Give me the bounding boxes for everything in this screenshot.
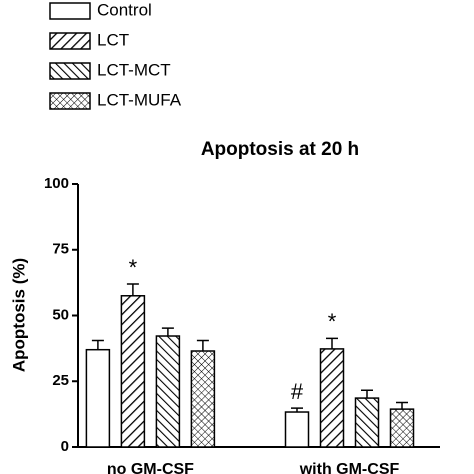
y-tick-label: 75: [52, 241, 69, 258]
bar: [389, 408, 415, 448]
annotation: #: [291, 379, 304, 404]
legend-swatch: [49, 92, 91, 110]
bar: [120, 295, 146, 448]
y-tick-label: 100: [44, 175, 69, 192]
error-bar: [126, 283, 139, 296]
y-axis-label: Apoptosis (%): [9, 258, 28, 372]
y-tick-label: 50: [52, 306, 69, 323]
error-bar: [326, 337, 338, 349]
x-tick-label: with GM-CSF: [299, 461, 400, 474]
y-tick-label: 0: [61, 438, 69, 455]
error-bar: [161, 327, 174, 337]
chart-title: Apoptosis at 20 h: [201, 139, 359, 160]
y-tick-label: 25: [52, 372, 69, 389]
error-bar: [291, 407, 303, 413]
bar: [190, 350, 216, 448]
legend-label: LCT: [97, 30, 129, 49]
bar: [85, 348, 111, 448]
legend-swatch: [49, 2, 91, 20]
x-tick-label: no GM-CSF: [107, 461, 194, 474]
bar: [319, 348, 345, 448]
legend-label: LCT-MUFA: [97, 90, 182, 109]
error-bar: [91, 339, 104, 350]
annotation: *: [129, 255, 138, 280]
legend-swatch: [49, 32, 91, 50]
legend-swatch: [49, 62, 91, 80]
bar: [155, 335, 181, 448]
error-bar: [396, 401, 408, 410]
legend-label: LCT-MCT: [97, 60, 171, 79]
error-bar: [196, 339, 209, 352]
legend-label: Control: [97, 0, 152, 19]
annotation: *: [328, 309, 337, 334]
bar: [354, 397, 380, 448]
bar: [284, 411, 310, 448]
error-bar: [361, 389, 373, 399]
